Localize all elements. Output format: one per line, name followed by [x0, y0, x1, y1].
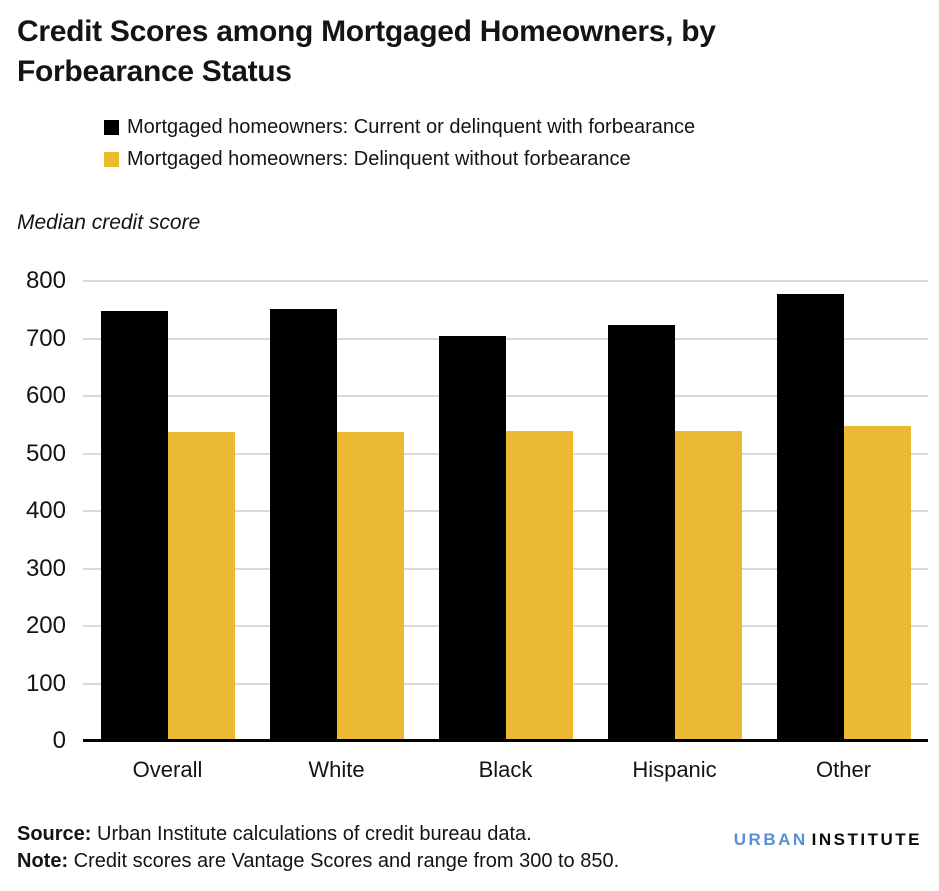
- x-axis-category-label: White: [308, 757, 365, 782]
- y-axis-title: Median credit score: [17, 211, 201, 234]
- plot-area: [83, 280, 928, 742]
- bar: [607, 325, 675, 741]
- source-text: Urban Institute calculations of credit b…: [91, 823, 532, 845]
- logo-urban-text: URBAN: [733, 830, 808, 849]
- legend-swatch-yellow: [104, 152, 119, 167]
- bar-group-other: [759, 281, 928, 741]
- y-axis-tick-label: 500: [25, 439, 66, 467]
- source-note: Source: Urban Institute calculations of …: [17, 821, 619, 848]
- gridline: [83, 395, 928, 397]
- note-text: Credit scores are Vantage Scores and ran…: [68, 850, 620, 872]
- footer-notes: Source: Urban Institute calculations of …: [17, 821, 619, 875]
- y-axis-tick-labels: 0 100 200 300 400 500 600 700 800: [0, 267, 66, 754]
- x-axis-category-label: Black: [478, 757, 533, 782]
- legend-label: Mortgaged homeowners: Delinquent without…: [127, 148, 631, 170]
- note-note: Note: Credit scores are Vantage Scores a…: [17, 848, 619, 875]
- y-axis-tick-label: 400: [25, 497, 66, 524]
- bar: [674, 430, 742, 741]
- bar: [167, 432, 235, 741]
- legend-swatch-black: [104, 120, 119, 135]
- bar-group-black: [421, 281, 590, 741]
- bar: [438, 335, 506, 741]
- bar: [776, 294, 844, 741]
- bar: [269, 308, 337, 741]
- gridline: [83, 280, 928, 282]
- legend-item-no-forbearance: Mortgaged homeowners: Delinquent without…: [104, 148, 695, 171]
- logo-institute-text: INSTITUTE: [811, 830, 922, 849]
- y-axis-tick-label: 600: [25, 382, 66, 409]
- y-axis-tick-label: 0: [52, 727, 66, 754]
- bar-group-overall: [83, 281, 252, 741]
- y-axis-tick-label: 700: [25, 324, 66, 352]
- x-axis-line: [83, 739, 928, 742]
- bar-groups: [83, 281, 928, 741]
- legend-label: Mortgaged homeowners: Current or delinqu…: [127, 116, 696, 138]
- gridline: [83, 337, 928, 340]
- y-axis-tick-label: 800: [25, 267, 66, 294]
- urban-institute-logo: URBAN INSTITUTE: [734, 830, 922, 850]
- chart-title: Credit Scores among Mortgaged Homeowners…: [17, 15, 716, 88]
- bar-group-white: [252, 281, 421, 741]
- y-axis-tick-label: 200: [25, 612, 66, 639]
- x-axis-category-label: Overall: [132, 757, 203, 782]
- bar: [843, 425, 911, 741]
- legend: Mortgaged homeowners: Current or delinqu…: [104, 116, 695, 171]
- legend-item-forbearance: Mortgaged homeowners: Current or delinqu…: [104, 116, 695, 139]
- bar: [100, 310, 168, 741]
- note-label: Note:: [17, 850, 69, 872]
- bar: [336, 432, 404, 741]
- source-label: Source:: [17, 823, 92, 845]
- bar-group-hispanic: [590, 281, 759, 741]
- y-axis-tick-label: 300: [25, 554, 66, 582]
- x-axis-category-label: Hispanic: [632, 757, 717, 782]
- bar: [505, 430, 573, 741]
- y-axis-tick-label: 100: [25, 669, 66, 697]
- x-axis-category-label: Other: [815, 757, 872, 782]
- x-axis-category-labels: Overall White Black Hispanic Other: [83, 757, 928, 783]
